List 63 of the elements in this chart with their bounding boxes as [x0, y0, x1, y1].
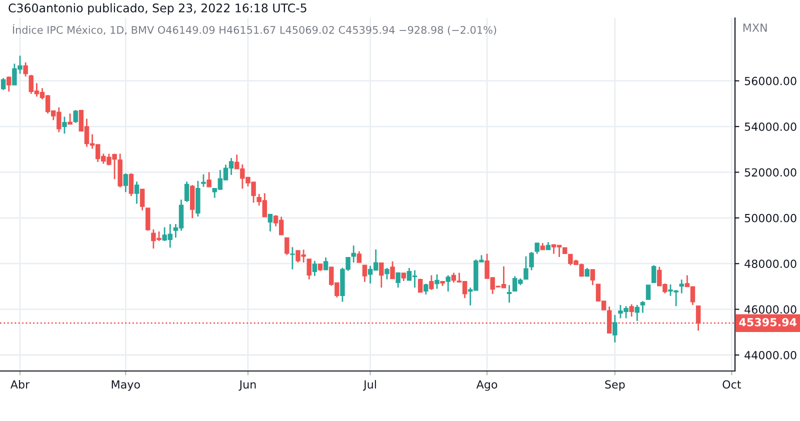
x-tick-label: Jul: [363, 380, 376, 391]
candlestick: [529, 251, 534, 271]
candlestick: [6, 76, 12, 92]
candlestick: [23, 62, 28, 78]
candlestick: [384, 267, 390, 280]
candlestick: [62, 116, 67, 134]
candlestick: [429, 274, 434, 291]
candlestick: [424, 283, 428, 296]
candlestick: [123, 172, 128, 193]
candlestick: [0, 77, 6, 91]
candlestick: [73, 109, 78, 124]
candlestick: [323, 256, 328, 270]
y-tick-label: 44000.00: [744, 350, 796, 360]
candlestick: [390, 260, 395, 280]
candlestick: [434, 274, 440, 290]
y-tick-label: 46000.00: [744, 305, 796, 314]
x-tick-label: Sep: [605, 380, 625, 391]
candlestick: [634, 304, 640, 322]
candlestick: [362, 264, 368, 283]
y-tick-label: 48000.00: [744, 260, 796, 268]
candlestick: [306, 258, 312, 280]
ref-line-label: 45395.94: [739, 318, 797, 326]
candlestick: [524, 256, 528, 280]
candlestick: [534, 242, 540, 254]
text: Índice IPC México, 1D, BMV O46149.09 H46151.67 L45069.02 C45395.94 −928.98 (−2.01%): [12, 24, 496, 36]
candlestick: [184, 180, 190, 203]
chart-title: C360antonio publicado, Sep 23, 2022 16:18 UTC-5: [8, 3, 306, 15]
x-tick-label: Oct: [722, 380, 742, 389]
y-axis-title: MXN: [743, 24, 767, 32]
candlestick: [418, 278, 423, 293]
candlestick: [140, 188, 145, 212]
x-tick-label: Jun: [238, 380, 256, 391]
candlestick: [629, 304, 634, 318]
candlestick: [640, 300, 646, 314]
y-tick-label: 50000.00: [744, 214, 796, 222]
candlestick: [146, 207, 150, 232]
candlestick: [612, 314, 618, 344]
x-tick-label: Mayo: [112, 380, 140, 391]
candlestick: [290, 246, 295, 270]
candlestick: [201, 174, 206, 188]
candlestick: [506, 284, 512, 304]
x-tick-label: Ago: [476, 380, 498, 391]
candlestick: [446, 274, 450, 292]
candlestick: [134, 180, 140, 204]
candlestick: [590, 268, 596, 286]
candlestick: [268, 214, 273, 232]
candlestick: [351, 244, 356, 264]
candlestick: [284, 237, 290, 256]
candlestick: [379, 262, 384, 288]
candlestick: [128, 172, 134, 197]
y-tick-label: 54000.00: [744, 122, 796, 131]
candlestick: [651, 264, 656, 284]
candlestick: [206, 172, 212, 188]
candlestick: [356, 250, 362, 264]
candlestick: [190, 184, 195, 219]
candlestick: [646, 284, 651, 300]
candlestick: [396, 272, 400, 288]
y-tick-label: 52000.00: [744, 168, 796, 177]
candlestick: [451, 272, 456, 284]
y-tick-label: 56000.00: [744, 76, 796, 86]
candlestick: [312, 260, 318, 277]
candlestick: [68, 112, 72, 125]
x-tick-label: Abr: [10, 380, 30, 389]
